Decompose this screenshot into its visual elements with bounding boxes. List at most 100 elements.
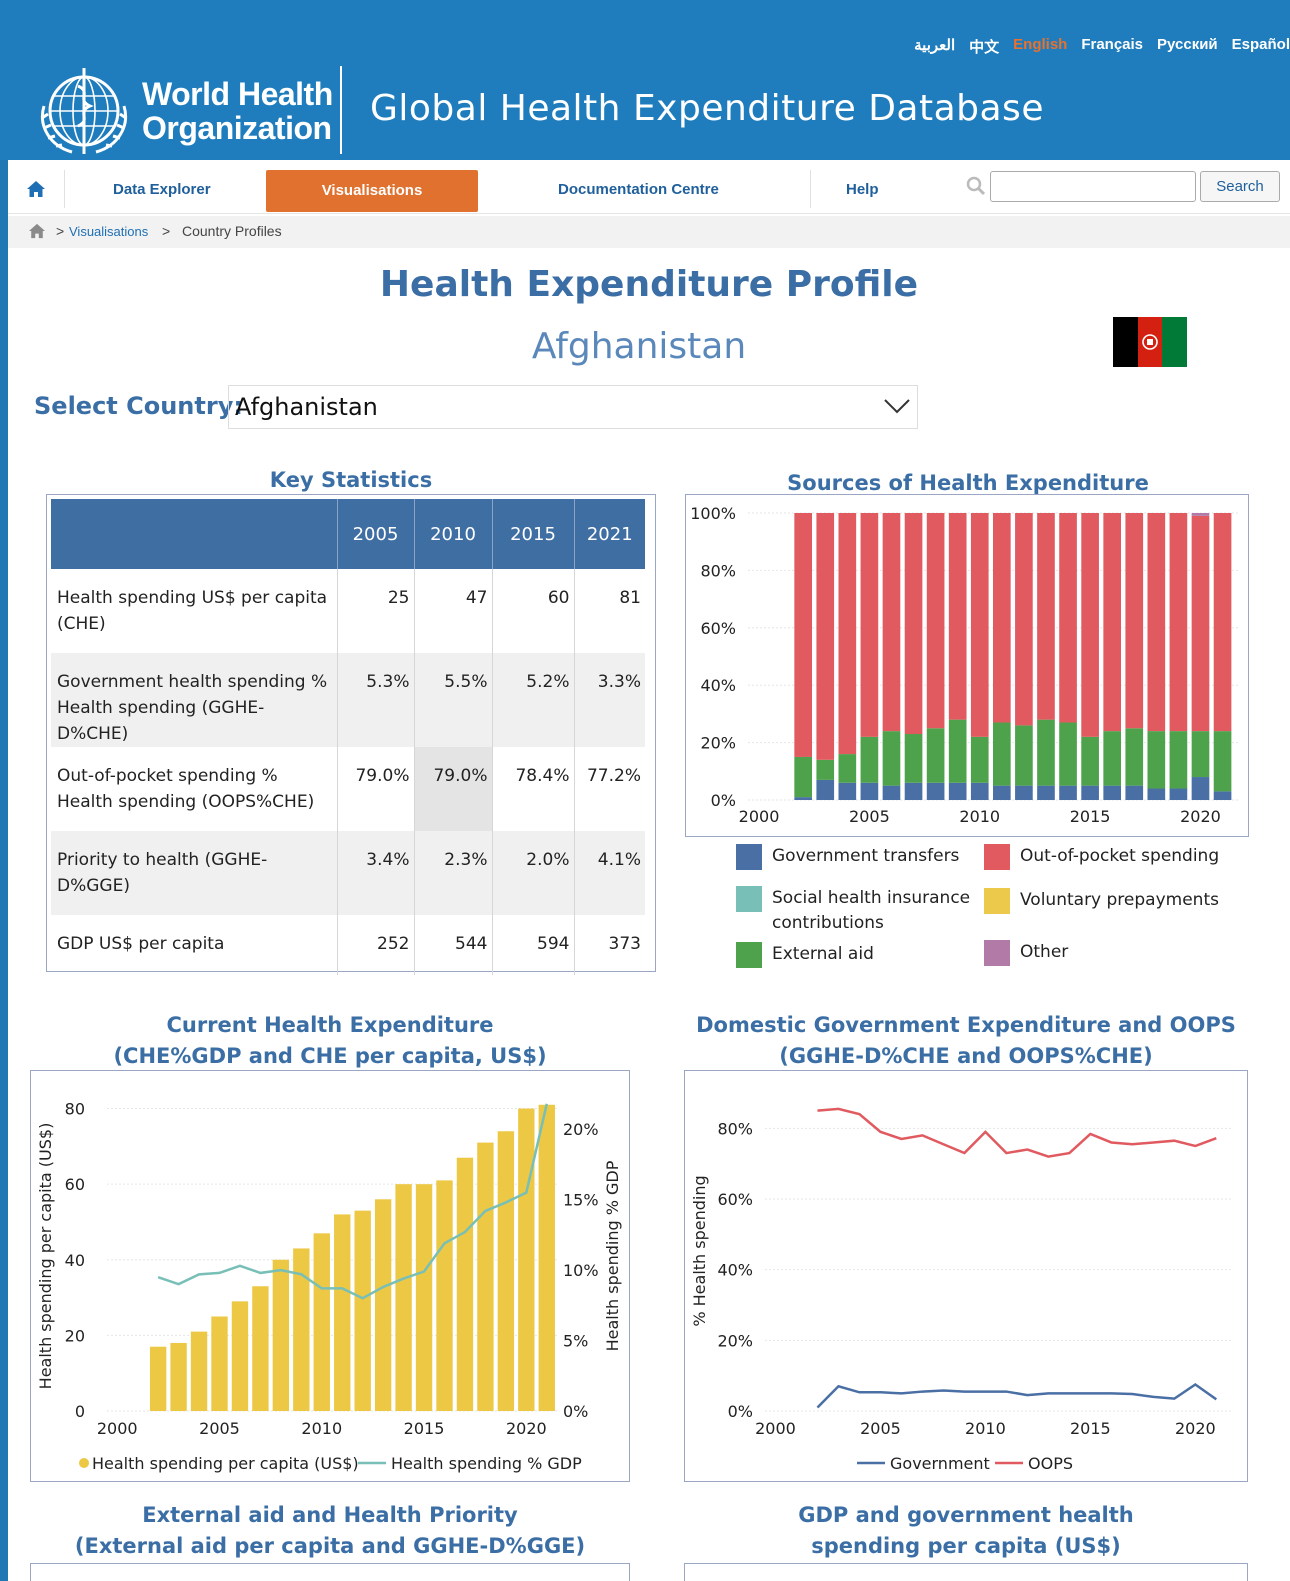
home-icon[interactable] (26, 180, 46, 198)
language-link[interactable]: Français (1081, 36, 1144, 53)
who-logo-text: World Health Organization (142, 77, 333, 145)
nav-separator (810, 170, 811, 208)
stacked-bar-segment (1213, 791, 1232, 800)
stacked-bar-segment (1037, 785, 1055, 800)
stacked-bar-segment (1059, 513, 1077, 723)
y-axis-label: Health spending per capita (US$) (36, 1123, 55, 1390)
y-tick-label: 100% (690, 504, 736, 523)
y-tick-label: 20% (717, 1331, 753, 1350)
stacked-bar-segment (1191, 515, 1210, 732)
y-right-tick-label: 10% (563, 1261, 599, 1280)
legend-item[interactable]: Out-of-pocket spending (984, 844, 1224, 870)
table-cell: 2.0% (491, 831, 574, 915)
legend-item[interactable]: Voluntary prepayments (984, 888, 1224, 914)
y-tick-label: 40 (65, 1251, 85, 1270)
breadcrumb-home-icon[interactable] (28, 223, 46, 239)
stacked-bar-segment (1125, 728, 1144, 786)
legend-item[interactable]: Other (984, 940, 1224, 966)
stacked-bar-segment (948, 513, 967, 720)
nav-documentation-centre[interactable]: Documentation Centre (558, 181, 719, 198)
table-cell: 78.4% (491, 747, 574, 831)
legend-item[interactable]: External aid (736, 942, 976, 968)
table-cell-highlighted: 79.0% (413, 747, 492, 831)
chevron-down-icon[interactable] (883, 396, 911, 416)
legend-item[interactable]: Government transfers (736, 844, 976, 870)
legend-swatch (736, 886, 762, 912)
x-tick-label: 2020 (506, 1419, 547, 1438)
x-tick-label: 2000 (739, 807, 780, 826)
table-row: Health spending US$ per capita (CHE) 25 … (51, 569, 645, 653)
bar (518, 1108, 535, 1411)
search-input[interactable] (990, 171, 1196, 202)
stacked-bar-segment (816, 779, 835, 800)
legend-swatch (736, 942, 762, 968)
legend-swatch (984, 940, 1010, 966)
table-cell: 544 (413, 915, 492, 975)
stacked-bar-segment (1081, 736, 1099, 786)
language-switcher: العربية 中文 English Français Русский Español (914, 36, 1290, 57)
legend-label: Out-of-pocket spending (1020, 846, 1220, 866)
legend-label: Other (1020, 942, 1069, 962)
bar (538, 1104, 555, 1411)
language-link[interactable]: English (1013, 36, 1068, 53)
table-cell: 79.0% (336, 747, 414, 831)
nav-separator (64, 170, 65, 208)
key-statistics-title: Key Statistics (269, 468, 433, 492)
site-title: Global Health Expenditure Database (370, 88, 1044, 129)
y-right-tick-label: 15% (563, 1191, 599, 1210)
gdp-chart-title: GDP and government health spending per c… (684, 1500, 1248, 1562)
stacked-bar-segment (1169, 731, 1188, 789)
language-link[interactable]: Español (1231, 36, 1290, 53)
language-link[interactable]: Русский (1157, 36, 1218, 53)
external-aid-title-line2: (External aid per capita and GGHE-D%GGE) (74, 1534, 586, 1558)
country-select[interactable]: Afghanistan (228, 385, 918, 429)
bar (149, 1346, 167, 1411)
stacked-bar-segment (860, 513, 879, 737)
y-tick-label: 60% (717, 1190, 753, 1209)
stacked-bar-segment (970, 782, 989, 800)
stacked-bar-segment (882, 513, 901, 732)
country-select-value: Afghanistan (235, 393, 378, 421)
x-tick-label: 2000 (97, 1419, 138, 1438)
stacked-bar-segment (993, 785, 1011, 800)
stacked-bar-segment (882, 731, 901, 786)
table-cell: 4.1% (573, 831, 645, 915)
stacked-bar-segment (1103, 785, 1122, 800)
search-icon (966, 176, 986, 196)
x-tick-label: 2015 (1070, 1419, 1111, 1438)
y-tick-label: 40% (700, 676, 736, 695)
table-cell: 594 (491, 915, 574, 975)
nav-visualisations[interactable]: Visualisations (266, 170, 478, 212)
bar (477, 1142, 494, 1411)
language-link[interactable]: العربية (914, 37, 956, 54)
table-cell: 373 (573, 915, 645, 975)
legend-item[interactable]: Social health insurance contributions (736, 886, 976, 936)
legend-swatch (984, 844, 1010, 870)
table-row: GDP US$ per capita 252 544 594 373 (51, 915, 645, 975)
who-logo[interactable]: World Health Organization (34, 66, 333, 156)
stacked-bar-segment (904, 733, 923, 783)
stacked-bar-segment (1103, 731, 1122, 786)
stacked-bar-segment (860, 736, 879, 783)
main-content: Data Explorer Visualisations Documentati… (8, 160, 1290, 1581)
key-statistics-table: 2005 2010 2015 2021 Health spending US$ … (46, 494, 656, 975)
stacked-bar-segment (882, 785, 901, 800)
search-button[interactable]: Search (1200, 171, 1280, 202)
stacked-bar-segment (1103, 513, 1122, 732)
che-chart: 0 20 40 60 80 0% 5% 10% 15% 20% 2000 2005 2010 2015 20… (30, 1070, 630, 1482)
stacked-bar-segment (926, 513, 945, 729)
table-header-row: 2005 2010 2015 2021 (51, 499, 645, 569)
country-name: Afghanistan (531, 326, 747, 367)
legend-label: Government transfers (772, 846, 960, 866)
table-header-year: 2010 (413, 499, 492, 569)
language-link[interactable]: 中文 (969, 39, 1000, 56)
stacked-bar-segment (794, 513, 813, 757)
nav-help[interactable]: Help (846, 181, 879, 198)
table-cell: 3.3% (573, 653, 645, 747)
stacked-bar-segment (838, 754, 857, 783)
breadcrumb-visualisations-link[interactable]: Visualisations (69, 224, 149, 239)
table-row: Government health spending % Health spen… (51, 653, 645, 747)
bar (272, 1259, 290, 1411)
bar (211, 1316, 228, 1411)
nav-data-explorer[interactable]: Data Explorer (113, 181, 211, 198)
